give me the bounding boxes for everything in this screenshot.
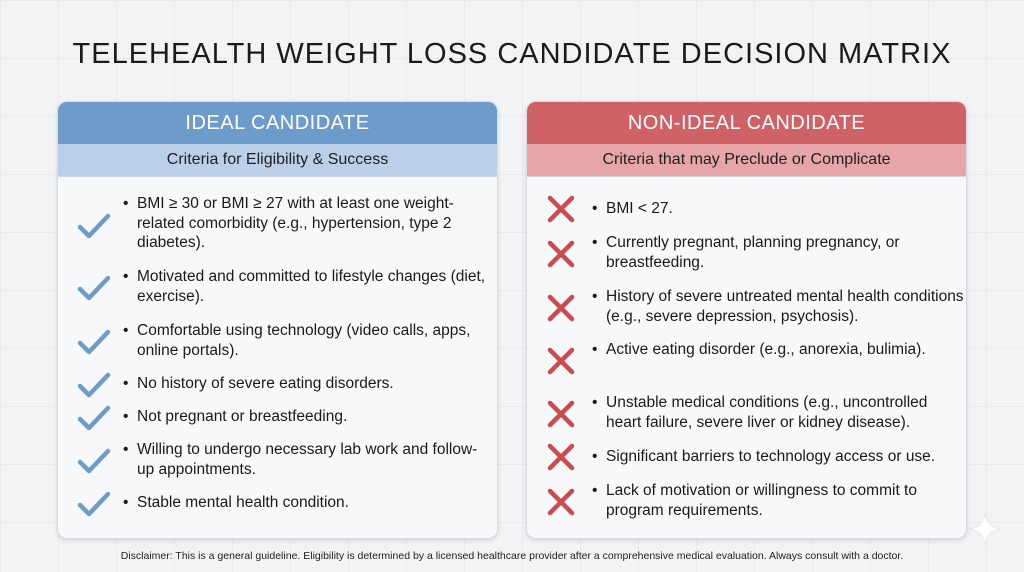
non-ideal-candidate-card: NON-IDEAL CANDIDATE Criteria that may Pr…: [526, 101, 967, 539]
x-mark-icon: [543, 343, 579, 379]
checkmark-icon: [76, 486, 112, 522]
criterion-text: Not pregnant or breastfeeding.: [137, 408, 348, 425]
sparkle-icon: [968, 512, 1002, 546]
criterion-text: Unstable medical conditions (e.g., uncon…: [606, 394, 928, 431]
checkmark-icon: [76, 208, 112, 244]
criterion-text: Comfortable using technology (video call…: [137, 322, 471, 359]
criterion-text: Willing to undergo necessary lab work an…: [137, 441, 478, 478]
non-ideal-candidate-heading: NON-IDEAL CANDIDATE: [527, 102, 966, 144]
criterion-text: Stable mental health condition.: [137, 494, 349, 511]
criterion-text: BMI ≥ 30 or BMI ≥ 27 with at least one w…: [137, 195, 454, 251]
criterion-text: BMI < 27.: [606, 200, 673, 217]
checkmark-icon: [76, 324, 112, 360]
checkmark-icon: [76, 443, 112, 479]
x-mark-icon: [543, 439, 579, 475]
x-mark-icon: [543, 191, 579, 227]
criterion-text: No history of severe eating disorders.: [137, 375, 394, 392]
x-mark-icon: [543, 236, 579, 272]
ideal-candidate-heading: IDEAL CANDIDATE: [58, 102, 497, 144]
criterion-text: Lack of motivation or willingness to com…: [606, 482, 917, 519]
x-mark-icon: [543, 290, 579, 326]
checkmark-icon: [76, 367, 112, 403]
ideal-criteria-list: • BMI ≥ 30 or BMI ≥ 27 with at least one …: [58, 177, 497, 538]
disclaimer-text: Disclaimer: This is a general guideline.…: [120, 550, 904, 562]
non-ideal-criteria-list: • BMI < 27. • Currently pregnant, planning…: [527, 177, 966, 538]
checkmark-icon: [76, 270, 112, 306]
ideal-candidate-subheading: Criteria for Eligibility & Success: [58, 144, 497, 177]
ideal-candidate-card: IDEAL CANDIDATE Criteria for Eligibility…: [57, 101, 498, 539]
criterion-text: History of severe untreated mental healt…: [606, 288, 964, 325]
page-title: TELEHEALTH WEIGHT LOSS CANDIDATE DECISIO…: [72, 38, 952, 70]
x-mark-icon: [543, 396, 579, 432]
criterion-text: Active eating disorder (e.g., anorexia, …: [606, 341, 926, 358]
criterion-text: Currently pregnant, planning pregnancy, …: [606, 234, 900, 271]
checkmark-icon: [76, 400, 112, 436]
non-ideal-candidate-subheading: Criteria that may Preclude or Complicate: [527, 144, 966, 177]
criterion-text: Significant barriers to technology acces…: [606, 448, 936, 465]
x-mark-icon: [543, 484, 579, 520]
criterion-text: Motivated and committed to lifestyle cha…: [137, 268, 486, 305]
